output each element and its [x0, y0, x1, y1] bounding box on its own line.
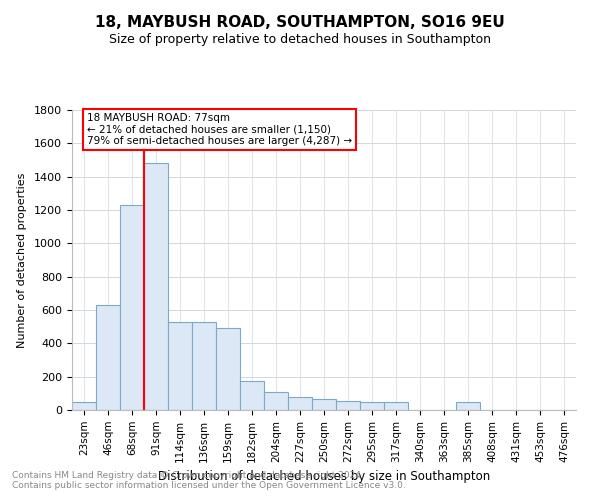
Y-axis label: Number of detached properties: Number of detached properties	[17, 172, 27, 348]
Bar	[288, 396, 312, 410]
Bar	[384, 402, 408, 410]
Bar	[456, 402, 480, 410]
Bar	[360, 402, 384, 410]
Text: Size of property relative to detached houses in Southampton: Size of property relative to detached ho…	[109, 32, 491, 46]
Bar	[168, 322, 192, 410]
Bar	[336, 401, 360, 410]
Text: 18 MAYBUSH ROAD: 77sqm
← 21% of detached houses are smaller (1,150)
79% of semi-: 18 MAYBUSH ROAD: 77sqm ← 21% of detached…	[87, 113, 352, 146]
Bar	[240, 381, 264, 410]
Bar	[72, 402, 96, 410]
Text: 18, MAYBUSH ROAD, SOUTHAMPTON, SO16 9EU: 18, MAYBUSH ROAD, SOUTHAMPTON, SO16 9EU	[95, 15, 505, 30]
Bar	[120, 205, 144, 410]
Bar	[144, 164, 168, 410]
Text: Contains HM Land Registry data © Crown copyright and database right 2024.
Contai: Contains HM Land Registry data © Crown c…	[12, 470, 406, 490]
Bar	[312, 399, 336, 410]
Bar	[96, 305, 120, 410]
X-axis label: Distribution of detached houses by size in Southampton: Distribution of detached houses by size …	[158, 470, 490, 483]
Bar	[264, 392, 288, 410]
Bar	[192, 322, 216, 410]
Bar	[216, 328, 240, 410]
